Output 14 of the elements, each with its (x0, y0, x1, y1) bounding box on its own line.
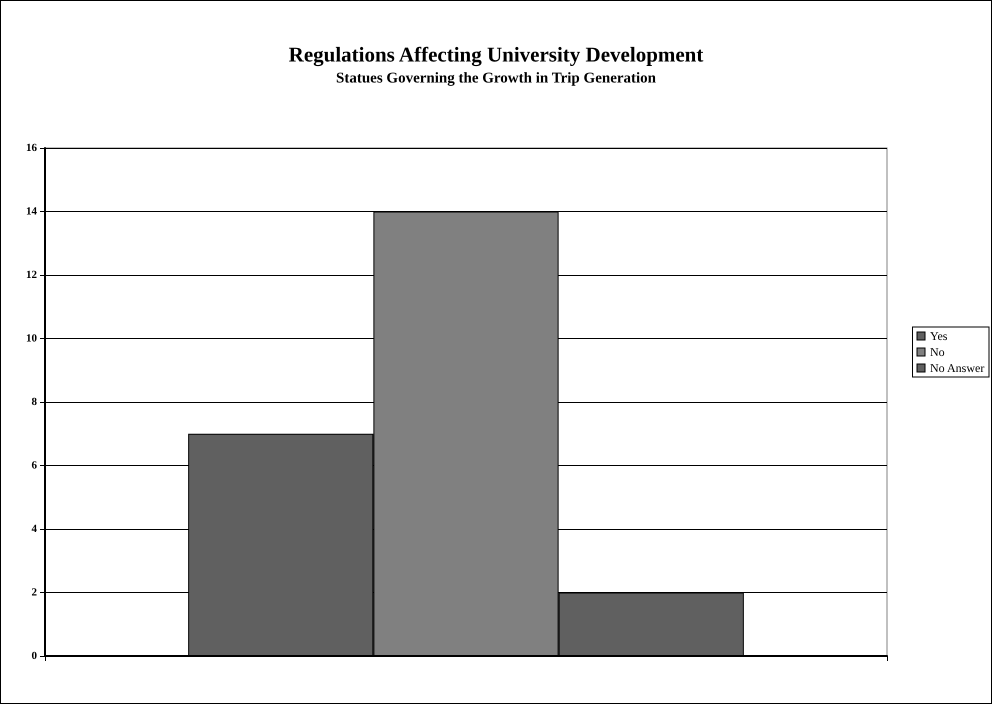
legend-label: Yes (930, 329, 948, 343)
y-tick-label: 8 (32, 396, 38, 408)
y-tick-label: 4 (32, 523, 38, 535)
legend-label: No Answer (930, 361, 984, 375)
chart-title: Regulations Affecting University Development (288, 42, 704, 66)
y-tick-label: 2 (32, 586, 38, 598)
y-tick-label: 12 (26, 269, 38, 281)
y-tick-label: 10 (26, 332, 38, 344)
y-tick-label: 6 (32, 460, 38, 472)
y-tick-label: 16 (26, 142, 38, 154)
y-tick-label: 14 (26, 206, 38, 218)
y-tick-label: 0 (32, 650, 38, 662)
legend-label: No (930, 345, 945, 359)
chart-subtitle: Statues Governing the Growth in Trip Generation (336, 70, 657, 86)
